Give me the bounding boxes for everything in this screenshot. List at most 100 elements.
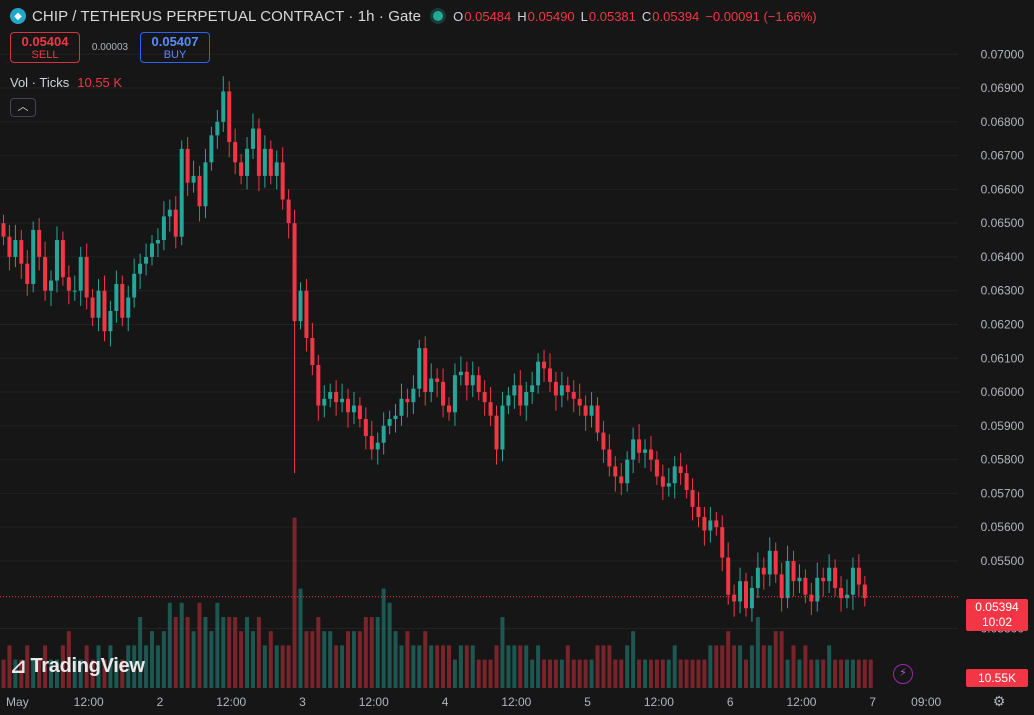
candle-body[interactable] (589, 405, 594, 416)
gear-icon[interactable]: ⚙ (992, 693, 1006, 709)
candle-body[interactable] (310, 338, 315, 366)
candle-body[interactable] (643, 449, 648, 453)
candle-body[interactable] (571, 392, 576, 399)
candle-body[interactable] (542, 361, 547, 369)
candle-body[interactable] (274, 162, 279, 176)
candle-body[interactable] (96, 290, 101, 318)
candle-body[interactable] (66, 277, 71, 291)
candle-body[interactable] (666, 483, 671, 487)
candle-body[interactable] (191, 175, 196, 183)
candle-body[interactable] (31, 229, 36, 284)
candle-body[interactable] (54, 240, 59, 281)
candle-body[interactable] (720, 527, 725, 558)
candle-body[interactable] (726, 557, 731, 595)
candle-body[interactable] (577, 398, 582, 406)
candle-body[interactable] (441, 381, 446, 406)
candle-body[interactable] (114, 283, 119, 311)
candle-body[interactable] (767, 550, 772, 575)
candle-body[interactable] (256, 128, 261, 176)
candle-body[interactable] (684, 473, 689, 490)
candle-body[interactable] (245, 148, 250, 176)
candle-body[interactable] (773, 550, 778, 575)
candle-body[interactable] (227, 91, 232, 143)
candle-body[interactable] (672, 466, 677, 484)
candle-body[interactable] (530, 385, 535, 393)
candle-body[interactable] (102, 290, 107, 332)
candle-body[interactable] (803, 577, 808, 595)
candle-body[interactable] (862, 584, 867, 599)
candle-body[interactable] (304, 290, 309, 338)
candle-body[interactable] (363, 419, 368, 436)
candle-body[interactable] (268, 148, 273, 176)
candle-body[interactable] (785, 560, 790, 599)
sell-button[interactable]: 0.05404 SELL (10, 32, 80, 63)
candle-body[interactable] (637, 439, 642, 453)
candle-body[interactable] (7, 236, 12, 257)
candle-body[interactable] (779, 574, 784, 599)
candle-body[interactable] (601, 432, 606, 450)
candle-body[interactable] (494, 415, 499, 450)
candle-body[interactable] (797, 577, 802, 582)
candle-body[interactable] (435, 378, 440, 382)
candle-body[interactable] (334, 392, 339, 403)
candle-body[interactable] (417, 348, 422, 389)
candle-body[interactable] (233, 142, 238, 163)
candle-body[interactable] (167, 209, 172, 217)
candle-body[interactable] (78, 256, 83, 291)
candle-body[interactable] (221, 91, 226, 122)
candle-body[interactable] (138, 263, 143, 274)
candle-body[interactable] (155, 240, 160, 244)
candle-body[interactable] (565, 385, 570, 393)
candle-body[interactable] (631, 439, 636, 460)
candle-body[interactable] (262, 148, 267, 176)
lightning-icon[interactable]: ⚡ (893, 664, 913, 684)
candle-body[interactable] (613, 466, 618, 477)
buy-button[interactable]: 0.05407 BUY (140, 32, 210, 63)
candle-body[interactable] (476, 375, 481, 393)
candle-body[interactable] (447, 405, 451, 413)
candle-body[interactable] (393, 415, 398, 420)
candle-body[interactable] (399, 398, 404, 416)
candle-body[interactable] (660, 476, 665, 487)
volume-legend[interactable]: Vol · Ticks 10.55 K (10, 75, 122, 90)
candle-body[interactable] (411, 388, 416, 403)
candle-body[interactable] (322, 398, 327, 406)
candle-body[interactable] (850, 567, 855, 595)
candle-body[interactable] (316, 365, 321, 406)
candle-body[interactable] (280, 162, 285, 200)
candle-body[interactable] (856, 567, 861, 585)
candle-body[interactable] (708, 520, 713, 531)
candle-body[interactable] (648, 449, 653, 460)
candle-body[interactable] (488, 402, 493, 416)
candle-body[interactable] (179, 148, 184, 237)
candle-body[interactable] (833, 567, 838, 588)
candle-body[interactable] (744, 581, 748, 609)
candle-body[interactable] (827, 567, 832, 582)
candle-body[interactable] (132, 273, 137, 298)
candle-body[interactable] (583, 405, 588, 416)
candle-body[interactable] (298, 290, 303, 322)
candle-body[interactable] (678, 466, 683, 474)
candle-body[interactable] (173, 209, 178, 237)
candle-body[interactable] (185, 148, 190, 183)
candle-body[interactable] (90, 297, 95, 318)
candle-body[interactable] (215, 121, 220, 136)
candle-body[interactable] (458, 371, 463, 376)
candle-body[interactable] (346, 398, 351, 413)
candle-body[interactable] (60, 240, 65, 278)
candle-body[interactable] (357, 405, 362, 420)
candle-body[interactable] (500, 405, 505, 450)
candle-body[interactable] (144, 256, 149, 264)
candle-body[interactable] (696, 506, 701, 518)
candle-body[interactable] (506, 395, 511, 406)
candle-body[interactable] (738, 581, 743, 602)
candle-body[interactable] (761, 567, 766, 575)
candle-body[interactable] (13, 240, 18, 257)
candle-body[interactable] (749, 587, 754, 609)
candle-body[interactable] (595, 405, 600, 433)
candle-body[interactable] (150, 243, 154, 257)
candle-body[interactable] (536, 361, 541, 386)
candle-body[interactable] (791, 560, 796, 582)
candle-body[interactable] (328, 392, 333, 399)
